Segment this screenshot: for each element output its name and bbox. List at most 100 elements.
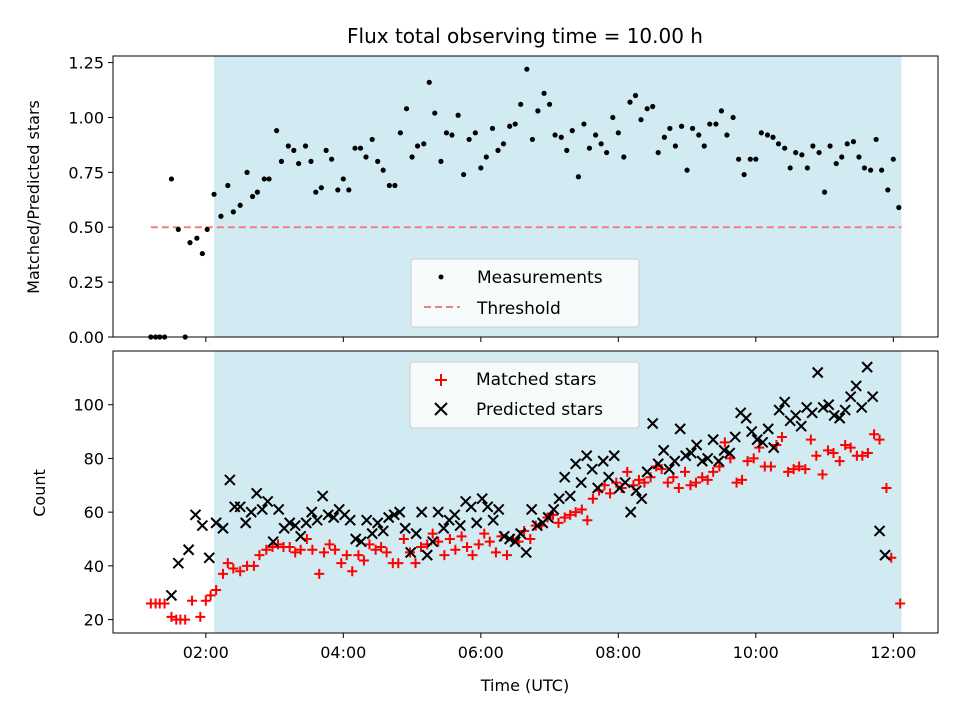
predicted-star-point: [767, 441, 780, 454]
predicted-star-point: [844, 390, 857, 403]
measurement-point: [724, 132, 730, 138]
predicted-star-point: [873, 525, 886, 537]
predicted-star-point: [189, 509, 202, 521]
measurement-point: [896, 204, 902, 211]
x-tick-label: 08:00: [595, 643, 641, 662]
matched-star-point: [450, 544, 461, 555]
x-tick-label: 04:00: [320, 643, 366, 662]
y-tick-label: 20: [84, 611, 104, 630]
measurement-point: [397, 130, 403, 136]
matched-star-point: [570, 507, 581, 518]
matched-star-point: [248, 560, 259, 571]
measurement-point: [684, 167, 690, 173]
measurement-point: [804, 165, 810, 171]
top-panel: 0.00 0.25 0.50 0.75 1.00 1.25 Flux total obse…: [24, 24, 939, 347]
matched-star-point: [697, 472, 708, 483]
matched-star-point: [685, 480, 696, 491]
measurement-point: [770, 134, 776, 140]
measurement-point: [558, 134, 564, 140]
measurement-point: [564, 147, 570, 153]
matched-star-point: [800, 464, 811, 475]
measurement-point: [879, 167, 885, 173]
matched-star-point: [845, 442, 856, 453]
measurement-point: [449, 132, 455, 138]
measurement-point: [598, 141, 604, 147]
matched-star-point: [393, 558, 404, 569]
measurement-point: [507, 123, 513, 129]
measurement-point: [644, 106, 650, 112]
matched-star-point: [473, 539, 484, 550]
measurement-point: [483, 154, 489, 160]
measurement-point: [187, 240, 193, 246]
predicted-star-point: [701, 452, 714, 465]
predicted-star-point: [597, 455, 609, 467]
predicted-star-point: [172, 557, 185, 569]
predicted-star-point: [624, 506, 637, 518]
matched-star-point: [235, 566, 246, 577]
measurement-point: [701, 143, 707, 149]
predicted-star-point: [861, 361, 873, 373]
measurement-point: [211, 191, 217, 197]
predicted-star-point: [619, 476, 631, 489]
measurement-point: [546, 101, 553, 107]
predicted-star-point: [355, 535, 367, 548]
matched-star-point: [319, 547, 330, 558]
predicted-star-point: [498, 530, 510, 543]
measurement-point: [478, 165, 484, 171]
predicted-star-point: [261, 495, 274, 508]
predicted-star-point: [630, 484, 642, 497]
predicted-star-point: [470, 517, 483, 529]
matched-star-point: [828, 448, 839, 459]
legend-predicted-marker: [434, 402, 448, 416]
legend-predicted-label: Predicted stars: [476, 400, 603, 420]
legend-matched-marker: [435, 374, 447, 386]
measurement-point: [627, 99, 633, 105]
predicted-star-point: [822, 399, 835, 411]
measurement-point: [810, 143, 816, 149]
predicted-star-point: [239, 517, 252, 529]
measurement-point: [386, 182, 392, 189]
matched-star-point: [525, 534, 536, 544]
predicted-star-point: [454, 519, 466, 532]
predicted-star-point: [646, 417, 659, 430]
matched-star-point: [680, 466, 690, 477]
matched-star-point: [783, 466, 794, 477]
x-tick-label: 06:00: [458, 643, 504, 662]
predicted-star-point: [487, 514, 499, 526]
bottom-legend: Matched stars Predicted stars: [409, 361, 640, 429]
measurement-point: [575, 174, 582, 180]
measurement-point: [352, 145, 358, 151]
y-tick-label: 0.25: [68, 273, 104, 292]
measurement-point: [741, 171, 747, 178]
predicted-star-point: [833, 412, 846, 424]
measurement-point: [175, 226, 181, 233]
matched-stars-points: [145, 429, 906, 625]
measurement-point: [856, 154, 862, 160]
predicted-star-point: [305, 506, 318, 518]
measurement-point: [816, 149, 822, 156]
predicted-star-point: [696, 455, 708, 467]
measurement-point: [443, 130, 450, 136]
measurement-point: [586, 145, 593, 151]
predicted-star-point: [234, 501, 246, 513]
predicted-star-point: [525, 503, 538, 516]
measurement-point: [764, 132, 771, 138]
predicted-star-point: [866, 390, 879, 403]
measurement-point: [291, 147, 297, 153]
measurement-point: [278, 158, 285, 164]
measurement-point: [793, 149, 799, 156]
predicted-star-point: [426, 535, 439, 548]
matched-star-point: [869, 429, 880, 440]
predicted-star-point: [503, 533, 516, 545]
predicted-star-point: [371, 517, 384, 529]
predicted-star-point: [657, 444, 670, 457]
predicted-star-point: [789, 409, 802, 422]
matched-star-point: [222, 558, 233, 569]
measurement-point: [274, 128, 280, 134]
predicted-star-point: [322, 509, 334, 521]
measurement-point: [535, 108, 541, 114]
predicted-star-point: [393, 506, 406, 518]
predicted-star-point: [679, 450, 692, 462]
predicted-star-point: [294, 530, 307, 543]
predicted-star-point: [210, 517, 222, 529]
